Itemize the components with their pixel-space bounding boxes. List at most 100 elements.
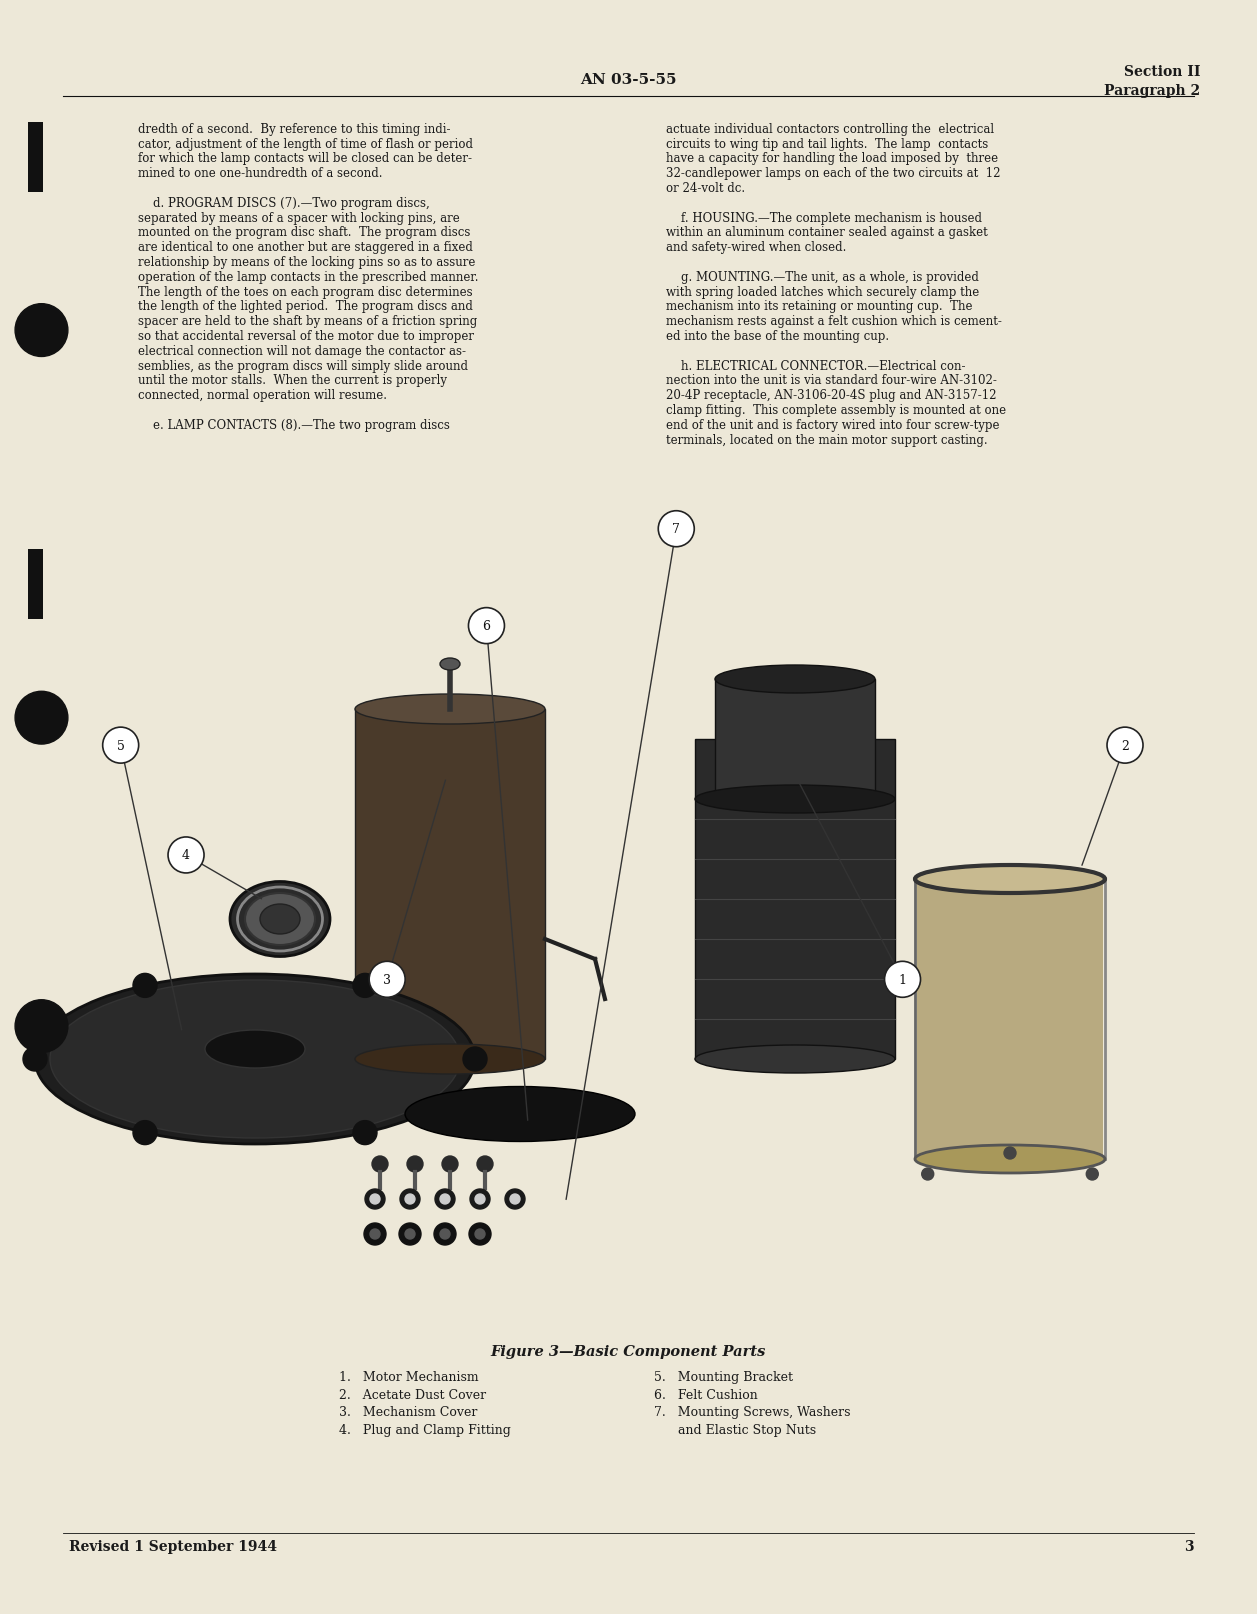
Ellipse shape	[205, 1030, 305, 1068]
Ellipse shape	[405, 1086, 635, 1141]
Ellipse shape	[354, 694, 546, 725]
Text: 6.   Felt Cushion: 6. Felt Cushion	[654, 1388, 758, 1401]
Circle shape	[405, 1230, 415, 1240]
Text: 4.   Plug and Clamp Fitting: 4. Plug and Clamp Fitting	[339, 1424, 512, 1436]
Text: h. ELECTRICAL CONNECTOR.—Electrical con-: h. ELECTRICAL CONNECTOR.—Electrical con-	[666, 360, 965, 373]
Text: AN 03-5-55: AN 03-5-55	[581, 73, 676, 87]
Text: so that accidental reversal of the motor due to improper: so that accidental reversal of the motor…	[138, 329, 474, 342]
Circle shape	[15, 1001, 68, 1052]
Text: the length of the lighted period.  The program discs and: the length of the lighted period. The pr…	[138, 300, 473, 313]
Text: have a capacity for handling the load imposed by  three: have a capacity for handling the load im…	[666, 152, 998, 165]
Circle shape	[1004, 1148, 1016, 1159]
Circle shape	[133, 1120, 157, 1144]
Text: terminals, located on the main motor support casting.: terminals, located on the main motor sup…	[666, 433, 988, 445]
Text: 1: 1	[899, 973, 906, 986]
Text: 5: 5	[117, 739, 124, 752]
Text: relationship by means of the locking pins so as to assure: relationship by means of the locking pin…	[138, 255, 475, 270]
Bar	[715, 679, 875, 799]
Text: mounted on the program disc shaft.  The program discs: mounted on the program disc shaft. The p…	[138, 226, 470, 239]
Ellipse shape	[915, 1146, 1105, 1173]
Circle shape	[365, 1190, 385, 1209]
Circle shape	[475, 1230, 485, 1240]
Text: 32-candlepower lamps on each of the two circuits at  12: 32-candlepower lamps on each of the two …	[666, 166, 1001, 181]
Ellipse shape	[915, 865, 1105, 894]
Text: 6: 6	[483, 620, 490, 633]
Text: 3.   Mechanism Cover: 3. Mechanism Cover	[339, 1406, 478, 1419]
Circle shape	[659, 512, 694, 547]
Text: mechanism rests against a felt cushion which is cement-: mechanism rests against a felt cushion w…	[666, 315, 1002, 328]
Circle shape	[353, 973, 377, 997]
Circle shape	[405, 1194, 415, 1204]
Text: ed into the base of the mounting cup.: ed into the base of the mounting cup.	[666, 329, 890, 342]
Circle shape	[442, 1156, 458, 1172]
Bar	[695, 739, 895, 1059]
Text: 4: 4	[182, 849, 190, 862]
Text: 7.   Mounting Screws, Washers: 7. Mounting Screws, Washers	[654, 1406, 850, 1419]
Circle shape	[440, 1194, 450, 1204]
Text: within an aluminum container sealed against a gasket: within an aluminum container sealed agai…	[666, 226, 988, 239]
Circle shape	[921, 1169, 934, 1180]
Circle shape	[505, 1190, 525, 1209]
Text: or 24-volt dc.: or 24-volt dc.	[666, 182, 745, 195]
Ellipse shape	[354, 1044, 546, 1075]
Ellipse shape	[440, 659, 460, 670]
Text: Revised 1 September 1944: Revised 1 September 1944	[69, 1540, 277, 1553]
Text: Section II: Section II	[1124, 65, 1200, 79]
Bar	[354, 710, 546, 1059]
Circle shape	[370, 1194, 380, 1204]
Text: 3: 3	[1184, 1540, 1194, 1553]
Text: The length of the toes on each program disc determines: The length of the toes on each program d…	[138, 286, 473, 299]
Text: 1.   Motor Mechanism: 1. Motor Mechanism	[339, 1370, 479, 1383]
Text: f. HOUSING.—The complete mechanism is housed: f. HOUSING.—The complete mechanism is ho…	[666, 211, 982, 224]
Circle shape	[372, 1156, 388, 1172]
Text: Paragraph 2: Paragraph 2	[1105, 84, 1200, 98]
Text: are identical to one another but are staggered in a fixed: are identical to one another but are sta…	[138, 240, 473, 253]
Circle shape	[103, 728, 138, 763]
Text: for which the lamp contacts will be closed can be deter-: for which the lamp contacts will be clos…	[138, 152, 473, 165]
Circle shape	[885, 962, 920, 997]
Circle shape	[435, 1190, 455, 1209]
Text: actuate individual contactors controlling the  electrical: actuate individual contactors controllin…	[666, 123, 994, 136]
Circle shape	[440, 1230, 450, 1240]
Text: mechanism into its retaining or mounting cup.  The: mechanism into its retaining or mounting…	[666, 300, 973, 313]
Circle shape	[15, 692, 68, 744]
Circle shape	[463, 1047, 486, 1072]
Circle shape	[15, 305, 68, 357]
Text: semblies, as the program discs will simply slide around: semblies, as the program discs will simp…	[138, 360, 469, 373]
Text: 2: 2	[1121, 739, 1129, 752]
Circle shape	[400, 1190, 420, 1209]
Text: connected, normal operation will resume.: connected, normal operation will resume.	[138, 389, 387, 402]
Text: mined to one one-hundredth of a second.: mined to one one-hundredth of a second.	[138, 166, 383, 181]
Circle shape	[353, 1120, 377, 1144]
Text: nection into the unit is via standard four-wire AN-3102-: nection into the unit is via standard fo…	[666, 374, 997, 387]
Circle shape	[469, 1223, 491, 1246]
Text: d. PROGRAM DISCS (7).—Two program discs,: d. PROGRAM DISCS (7).—Two program discs,	[138, 197, 430, 210]
Circle shape	[1086, 1169, 1099, 1180]
Text: electrical connection will not damage the contactor as-: electrical connection will not damage th…	[138, 344, 466, 358]
Text: Figure 3—Basic Component Parts: Figure 3—Basic Component Parts	[490, 1344, 767, 1359]
Text: end of the unit and is factory wired into four screw-type: end of the unit and is factory wired int…	[666, 418, 999, 431]
Bar	[28, 123, 43, 194]
Text: separated by means of a spacer with locking pins, are: separated by means of a spacer with lock…	[138, 211, 460, 224]
Ellipse shape	[695, 786, 895, 813]
Circle shape	[398, 1223, 421, 1246]
Text: 20-4P receptacle, AN-3106-20-4S plug and AN-3157-12: 20-4P receptacle, AN-3106-20-4S plug and…	[666, 389, 997, 402]
Circle shape	[370, 1230, 380, 1240]
Text: g. MOUNTING.—The unit, as a whole, is provided: g. MOUNTING.—The unit, as a whole, is pr…	[666, 271, 979, 284]
Circle shape	[1107, 728, 1143, 763]
Circle shape	[475, 1194, 485, 1204]
Ellipse shape	[50, 980, 460, 1138]
Circle shape	[476, 1156, 493, 1172]
Text: clamp fitting.  This complete assembly is mounted at one: clamp fitting. This complete assembly is…	[666, 404, 1007, 416]
Circle shape	[365, 1223, 386, 1246]
Bar	[918, 880, 1102, 1159]
Ellipse shape	[715, 665, 875, 694]
Text: dredth of a second.  By reference to this timing indi-: dredth of a second. By reference to this…	[138, 123, 451, 136]
Circle shape	[23, 1047, 47, 1072]
Ellipse shape	[35, 975, 475, 1144]
Text: circuits to wing tip and tail lights.  The lamp  contacts: circuits to wing tip and tail lights. Th…	[666, 137, 988, 150]
Ellipse shape	[260, 904, 300, 935]
Text: until the motor stalls.  When the current is properly: until the motor stalls. When the current…	[138, 374, 447, 387]
Text: with spring loaded latches which securely clamp the: with spring loaded latches which securel…	[666, 286, 979, 299]
Text: cator, adjustment of the length of time of flash or period: cator, adjustment of the length of time …	[138, 137, 474, 150]
